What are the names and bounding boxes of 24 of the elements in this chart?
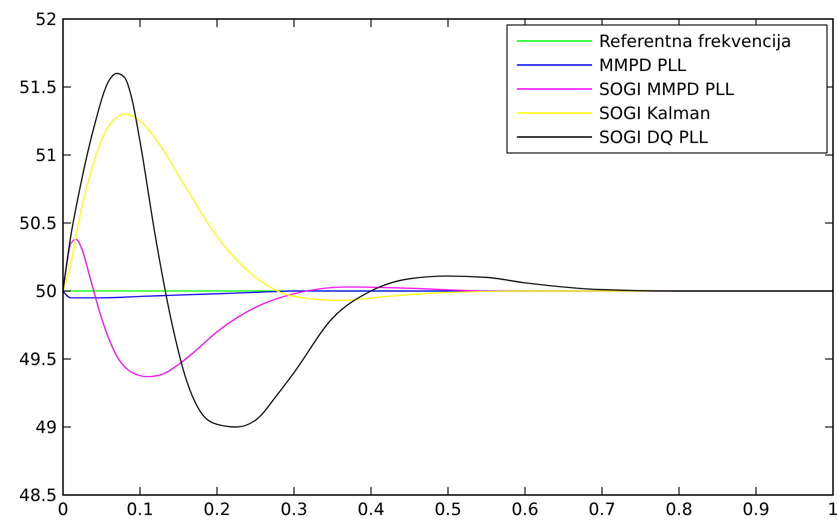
- x-tick-label: 0.4: [357, 500, 385, 520]
- x-tick-label: 0.1: [126, 500, 154, 520]
- x-tick-label: 0.8: [665, 500, 693, 520]
- legend-label: SOGI DQ PLL: [599, 128, 708, 148]
- y-tick-label: 49: [35, 418, 57, 438]
- x-tick-label: 0.9: [742, 500, 770, 520]
- x-tick-label: 0.6: [511, 500, 539, 520]
- x-tick-label: 0.3: [280, 500, 308, 520]
- x-tick-label: 0: [58, 500, 68, 520]
- legend-label: MMPD PLL: [599, 56, 687, 76]
- x-tick-label: 0.5: [434, 500, 462, 520]
- y-tick-label: 51: [35, 146, 57, 166]
- legend-label: SOGI Kalman: [599, 104, 711, 124]
- legend-label: SOGI MMPD PLL: [599, 80, 735, 100]
- y-tick-label: 51.5: [19, 78, 57, 98]
- x-tick-label: 1: [828, 500, 837, 520]
- x-tick-label: 0.2: [203, 500, 231, 520]
- y-tick-label: 48.5: [19, 486, 57, 506]
- legend-label: Referentna frekvencija: [599, 32, 792, 52]
- x-tick-label: 0.7: [588, 500, 616, 520]
- y-tick-label: 50.5: [19, 214, 57, 234]
- y-tick-label: 52: [35, 10, 57, 30]
- y-tick-label: 49.5: [19, 350, 57, 370]
- y-tick-label: 50: [35, 282, 57, 302]
